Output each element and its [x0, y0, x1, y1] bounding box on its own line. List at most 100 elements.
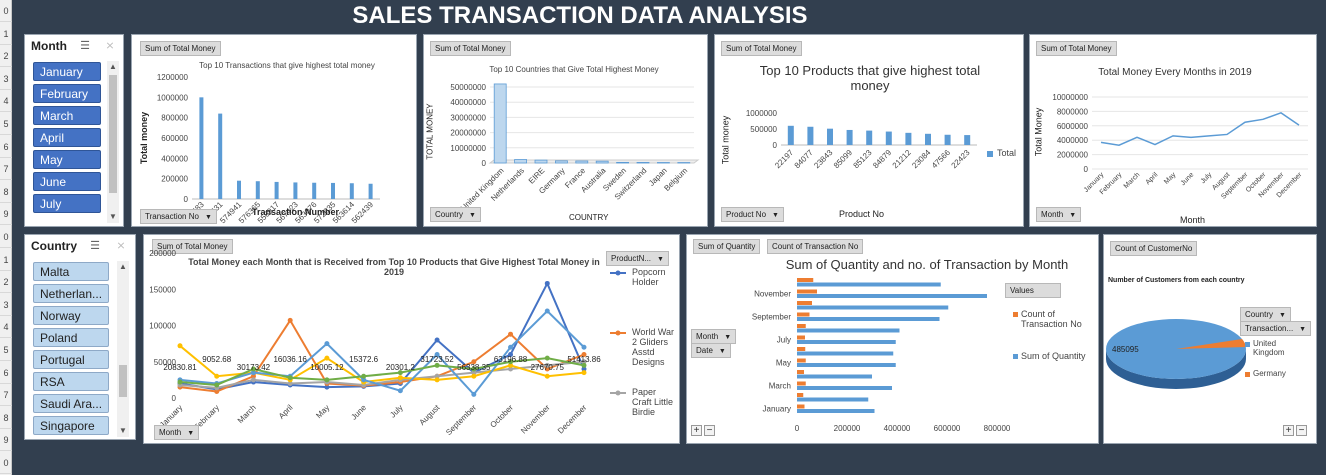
row-number[interactable]: 5 — [0, 113, 12, 135]
scroll-up-icon[interactable]: ▲ — [119, 262, 127, 271]
slicer-item[interactable]: Portugal — [33, 350, 109, 369]
field-button-sum-total-money[interactable]: Sum of Total Money — [140, 41, 221, 56]
field-button-count-transaction[interactable]: Count of Transaction No — [767, 239, 864, 254]
collapse-icon[interactable]: − — [704, 425, 715, 436]
scroll-down-icon[interactable]: ▼ — [119, 426, 127, 435]
legend-values-button[interactable]: Values — [1005, 283, 1061, 298]
row-number[interactable]: 2 — [0, 45, 12, 68]
clear-filter-icon[interactable]: ⨯ — [116, 240, 126, 252]
bar — [797, 381, 806, 386]
row-number[interactable]: 1 — [0, 249, 12, 271]
field-button-sum-total-money[interactable]: Sum of Total Money — [152, 239, 233, 254]
legend-button-transaction[interactable]: Transaction... ▼ — [1240, 321, 1312, 336]
row-number[interactable]: 5 — [0, 339, 12, 361]
chart-customers-by-country[interactable]: Count of CustomerNo Number of Customers … — [1103, 234, 1317, 444]
slicer-item[interactable]: January — [33, 62, 101, 81]
data-point — [361, 373, 367, 379]
row-number[interactable]: 0 — [0, 226, 12, 248]
axis-button-transaction-no[interactable]: Transaction No ▼ — [140, 209, 217, 224]
data-point — [508, 359, 514, 365]
legend-button-productno[interactable]: ProductN... ▼ — [606, 251, 669, 266]
y-tick-label: 500000 — [750, 125, 777, 134]
axis-button-product-no[interactable]: Product No ▼ — [721, 207, 784, 222]
multi-select-icon[interactable]: ☰ — [90, 240, 100, 252]
data-point — [471, 366, 477, 372]
scroll-down-icon[interactable]: ▼ — [109, 212, 117, 221]
chart-top-products-monthly[interactable]: Sum of Total Money Total Money each Mont… — [143, 234, 680, 444]
bar — [616, 161, 630, 164]
slicer-item[interactable]: February — [33, 84, 101, 103]
row-number[interactable]: 3 — [0, 68, 12, 90]
row-number[interactable]: 0 — [0, 0, 12, 22]
slicer-item[interactable]: May — [33, 150, 101, 169]
chart-money-by-month[interactable]: Sum of Total Money Total Money Every Mon… — [1029, 34, 1317, 227]
axis-button-month[interactable]: Month ▼ — [1036, 207, 1082, 222]
axis-button-country[interactable]: Country ▼ — [430, 207, 481, 222]
axis-button-month[interactable]: Month ▼ — [154, 425, 200, 440]
row-number[interactable]: 9 — [0, 203, 12, 226]
axis-button-date[interactable]: Date ▼ — [691, 343, 731, 358]
field-button-count-customerno[interactable]: Count of CustomerNo — [1110, 241, 1198, 256]
clear-filter-icon[interactable]: ⨯ — [105, 40, 115, 52]
axis-button-month[interactable]: Month ▼ — [691, 329, 737, 344]
slicer-item[interactable]: Malta — [33, 262, 109, 281]
filter-icon: ▼ — [657, 256, 664, 263]
slicer-item[interactable]: Netherlan... — [33, 284, 109, 303]
row-number[interactable]: 6 — [0, 136, 12, 158]
slicer-item[interactable]: April — [33, 128, 101, 147]
legend-item: Popcorn Holder — [632, 267, 666, 287]
y-tick-label: 800000 — [161, 114, 188, 123]
field-button-sum-total-money[interactable]: Sum of Total Money — [721, 41, 802, 56]
bar — [274, 181, 279, 199]
row-number[interactable]: 9 — [0, 429, 12, 452]
slicer-item[interactable]: Norway — [33, 306, 109, 325]
scroll-up-icon[interactable]: ▲ — [109, 62, 117, 71]
slicer-item[interactable]: Poland — [33, 328, 109, 347]
country-slicer[interactable]: Country ☰ ⨯ Malta Netherlan... Norway Polan… — [24, 234, 136, 440]
collapse-icon[interactable]: − — [1296, 425, 1307, 436]
row-number[interactable]: 2 — [0, 271, 12, 294]
field-button-sum-quantity[interactable]: Sum of Quantity — [693, 239, 761, 254]
filter-button-country[interactable]: Country ▼ — [1240, 307, 1291, 322]
field-button-sum-total-money[interactable]: Sum of Total Money — [430, 41, 511, 56]
slicer-item[interactable]: Singapore — [33, 416, 109, 435]
data-point — [250, 370, 256, 376]
x-axis-label: Product No — [839, 209, 885, 219]
chart-top-countries[interactable]: Sum of Total Money Top 10 Countries that… — [423, 34, 708, 227]
pie-side — [1106, 349, 1246, 389]
scroll-thumb[interactable] — [119, 365, 127, 397]
row-number[interactable]: 3 — [0, 294, 12, 316]
bar — [807, 126, 814, 145]
data-point — [214, 373, 220, 379]
month-slicer[interactable]: Month ☰ ⨯ January February March April May Ju… — [24, 34, 124, 227]
row-number[interactable]: 4 — [0, 90, 12, 113]
slicer-item[interactable]: March — [33, 106, 101, 125]
slicer-item[interactable]: Saudi Ara... — [33, 394, 109, 413]
slicer-item[interactable]: RSA — [33, 372, 109, 391]
row-number[interactable]: 8 — [0, 181, 12, 203]
multi-select-icon[interactable]: ☰ — [80, 40, 90, 52]
expand-icon[interactable]: + — [691, 425, 702, 436]
row-number[interactable]: 4 — [0, 316, 12, 339]
row-number[interactable]: 6 — [0, 362, 12, 384]
slicer-scrollbar[interactable]: ▲ ▼ — [117, 261, 129, 437]
row-number[interactable]: 7 — [0, 384, 12, 407]
row-number[interactable]: 1 — [0, 23, 12, 45]
data-point — [434, 373, 440, 379]
field-button-sum-total-money[interactable]: Sum of Total Money — [1036, 41, 1117, 56]
scroll-thumb[interactable] — [109, 75, 117, 193]
chart-title: Number of Customers from each country — [1108, 277, 1245, 284]
row-number[interactable]: 8 — [0, 407, 12, 429]
slicer-scrollbar[interactable]: ▲ ▼ — [107, 61, 119, 223]
chart-quantity-transactions[interactable]: Sum of Quantity Count of Transaction No … — [686, 234, 1099, 444]
chart-top-transactions[interactable]: Sum of Total Money Top 10 Transactions t… — [131, 34, 417, 227]
expand-icon[interactable]: + — [1283, 425, 1294, 436]
slicer-item[interactable]: July — [33, 194, 101, 213]
row-number[interactable]: 0 — [0, 452, 12, 474]
row-number[interactable]: 7 — [0, 158, 12, 181]
chart-top-products[interactable]: Sum of Total Money Top 10 Products that … — [714, 34, 1024, 227]
bar — [493, 83, 507, 164]
bar — [797, 340, 896, 344]
bar — [797, 386, 892, 390]
slicer-item[interactable]: June — [33, 172, 101, 191]
